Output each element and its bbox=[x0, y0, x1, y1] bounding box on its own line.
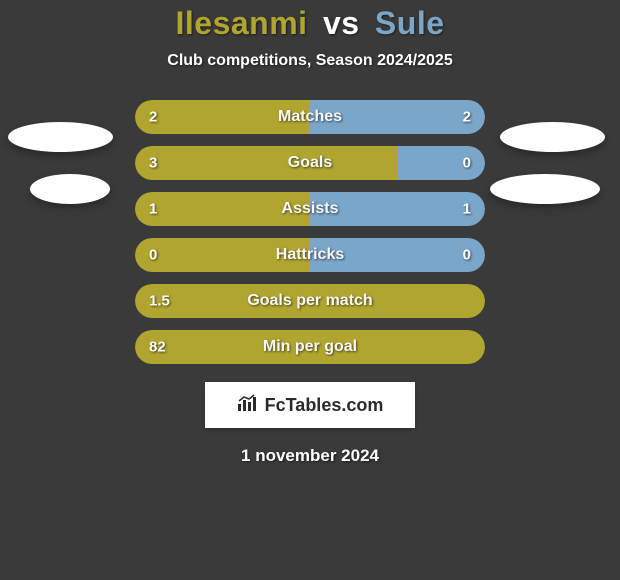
stat-value-right: 1 bbox=[463, 201, 471, 218]
stat-value-right: 2 bbox=[463, 109, 471, 126]
branding-badge: FcTables.com bbox=[205, 382, 415, 428]
stat-value-left: 1 bbox=[149, 201, 157, 218]
subtitle: Club competitions, Season 2024/2025 bbox=[0, 52, 620, 70]
comparison-card: Ilesanmi vs Sule Club competitions, Seas… bbox=[0, 0, 620, 580]
player2-name: Sule bbox=[375, 5, 445, 41]
stat-fill-right bbox=[398, 146, 486, 180]
decor-oval bbox=[490, 174, 600, 204]
decor-oval bbox=[8, 122, 113, 152]
stats-list: 2 2 Matches 3 0 Goals 1 1 Assists 0 0 Hattricks 1.5 G… bbox=[135, 100, 485, 364]
stat-row: 1 1 Assists bbox=[135, 192, 485, 226]
stat-row: 1.5 Goals per match bbox=[135, 284, 485, 318]
stat-label: Assists bbox=[282, 200, 339, 218]
stat-label: Matches bbox=[278, 108, 342, 126]
stat-label: Goals bbox=[288, 154, 332, 172]
chart-icon bbox=[237, 394, 259, 417]
stat-value-left: 82 bbox=[149, 339, 166, 356]
branding-text: FcTables.com bbox=[265, 395, 384, 416]
stat-value-left: 2 bbox=[149, 109, 157, 126]
stat-row: 2 2 Matches bbox=[135, 100, 485, 134]
stat-value-left: 0 bbox=[149, 247, 157, 264]
stat-label: Hattricks bbox=[276, 246, 344, 264]
stat-label: Min per goal bbox=[263, 338, 357, 356]
stat-fill-left bbox=[135, 146, 398, 180]
stat-value-right: 0 bbox=[463, 155, 471, 172]
stat-value-left: 3 bbox=[149, 155, 157, 172]
stat-row: 3 0 Goals bbox=[135, 146, 485, 180]
date-stamp: 1 november 2024 bbox=[0, 446, 620, 466]
stat-row: 82 Min per goal bbox=[135, 330, 485, 364]
player1-name: Ilesanmi bbox=[175, 5, 307, 41]
stat-label: Goals per match bbox=[247, 292, 372, 310]
page-title: Ilesanmi vs Sule bbox=[0, 5, 620, 42]
stat-value-left: 1.5 bbox=[149, 293, 170, 310]
decor-oval bbox=[30, 174, 110, 204]
decor-oval bbox=[500, 122, 605, 152]
vs-separator: vs bbox=[323, 5, 360, 41]
stat-value-right: 0 bbox=[463, 247, 471, 264]
stat-row: 0 0 Hattricks bbox=[135, 238, 485, 272]
